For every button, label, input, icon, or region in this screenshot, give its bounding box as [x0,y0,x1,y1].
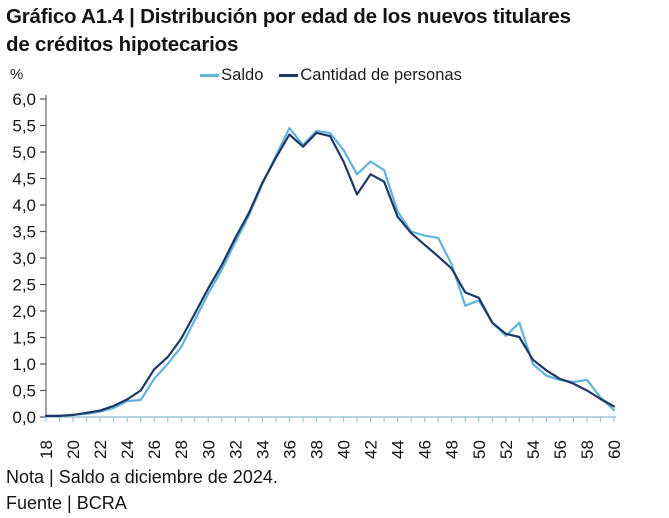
svg-text:26: 26 [145,440,164,459]
legend-label-cantidad: Cantidad de personas [300,66,462,84]
svg-text:5,5: 5,5 [12,117,36,136]
svg-text:56: 56 [551,440,570,459]
chart-title-line2: de créditos hipotecarios [6,33,239,56]
line-chart: 0,0 0,5 1,0 1,5 2,0 2,5 3,0 3,5 4,0 4,5 5,0 5,5 6,0 1… [12,90,624,459]
svg-text:4,0: 4,0 [12,196,36,215]
svg-text:44: 44 [389,440,408,459]
svg-text:46: 46 [416,440,435,459]
svg-text:28: 28 [172,440,191,459]
saldo-line [44,126,616,417]
svg-text:0,0: 0,0 [12,408,36,427]
x-axis: 18 20 22 24 26 28 30 32 34 36 38 40 42 44 46 48 50 52 54 56… [37,416,624,459]
y-axis: 0,0 0,5 1,0 1,5 2,0 2,5 3,0 3,5 4,0 4,5 5,0 5,5 6,0 [12,90,47,427]
svg-text:32: 32 [226,440,245,459]
footer-source: Fuente | BCRA [6,493,127,513]
y-axis-unit-label: % [10,66,24,83]
svg-text:1,0: 1,0 [12,355,36,374]
svg-text:22: 22 [91,440,110,459]
svg-text:24: 24 [118,440,137,459]
chart-title-line1: Gráfico A1.4 | Distribución por edad de … [6,5,571,28]
svg-text:36: 36 [280,440,299,459]
svg-text:38: 38 [307,440,326,459]
legend-item-saldo: Saldo [200,66,263,85]
svg-text:20: 20 [64,440,83,459]
chart-title: Gráfico A1.4 | Distribución por edad de … [6,3,668,59]
svg-text:4,5: 4,5 [12,170,36,189]
cantidad-line-swatch-icon [279,74,299,77]
svg-text:42: 42 [362,440,381,459]
svg-text:1,5: 1,5 [12,329,36,348]
svg-text:52: 52 [497,440,516,459]
svg-text:0,5: 0,5 [12,382,36,401]
svg-text:3,0: 3,0 [12,249,36,268]
svg-text:34: 34 [253,440,272,459]
footer-note: Nota | Saldo a diciembre de 2024. [6,467,278,487]
chart-legend: Saldo Cantidad de personas [46,66,616,85]
svg-text:50: 50 [470,440,489,459]
chart-footer: Nota | Saldo a diciembre de 2024. Fuente… [6,464,278,516]
svg-text:54: 54 [524,440,543,459]
svg-text:3,5: 3,5 [12,223,36,242]
legend-label-saldo: Saldo [221,66,264,84]
svg-text:48: 48 [443,440,462,459]
svg-text:60: 60 [605,440,624,459]
svg-text:2,5: 2,5 [12,276,36,295]
cantidad-de-personas-line [44,131,616,417]
svg-text:2,0: 2,0 [12,302,36,321]
legend-item-cantidad: Cantidad de personas [279,66,462,85]
svg-text:40: 40 [335,440,354,459]
svg-text:6,0: 6,0 [12,90,36,109]
svg-text:18: 18 [37,440,56,459]
saldo-line-swatch-icon [200,74,220,77]
svg-text:30: 30 [199,440,218,459]
svg-text:58: 58 [578,440,597,459]
svg-text:5,0: 5,0 [12,143,36,162]
